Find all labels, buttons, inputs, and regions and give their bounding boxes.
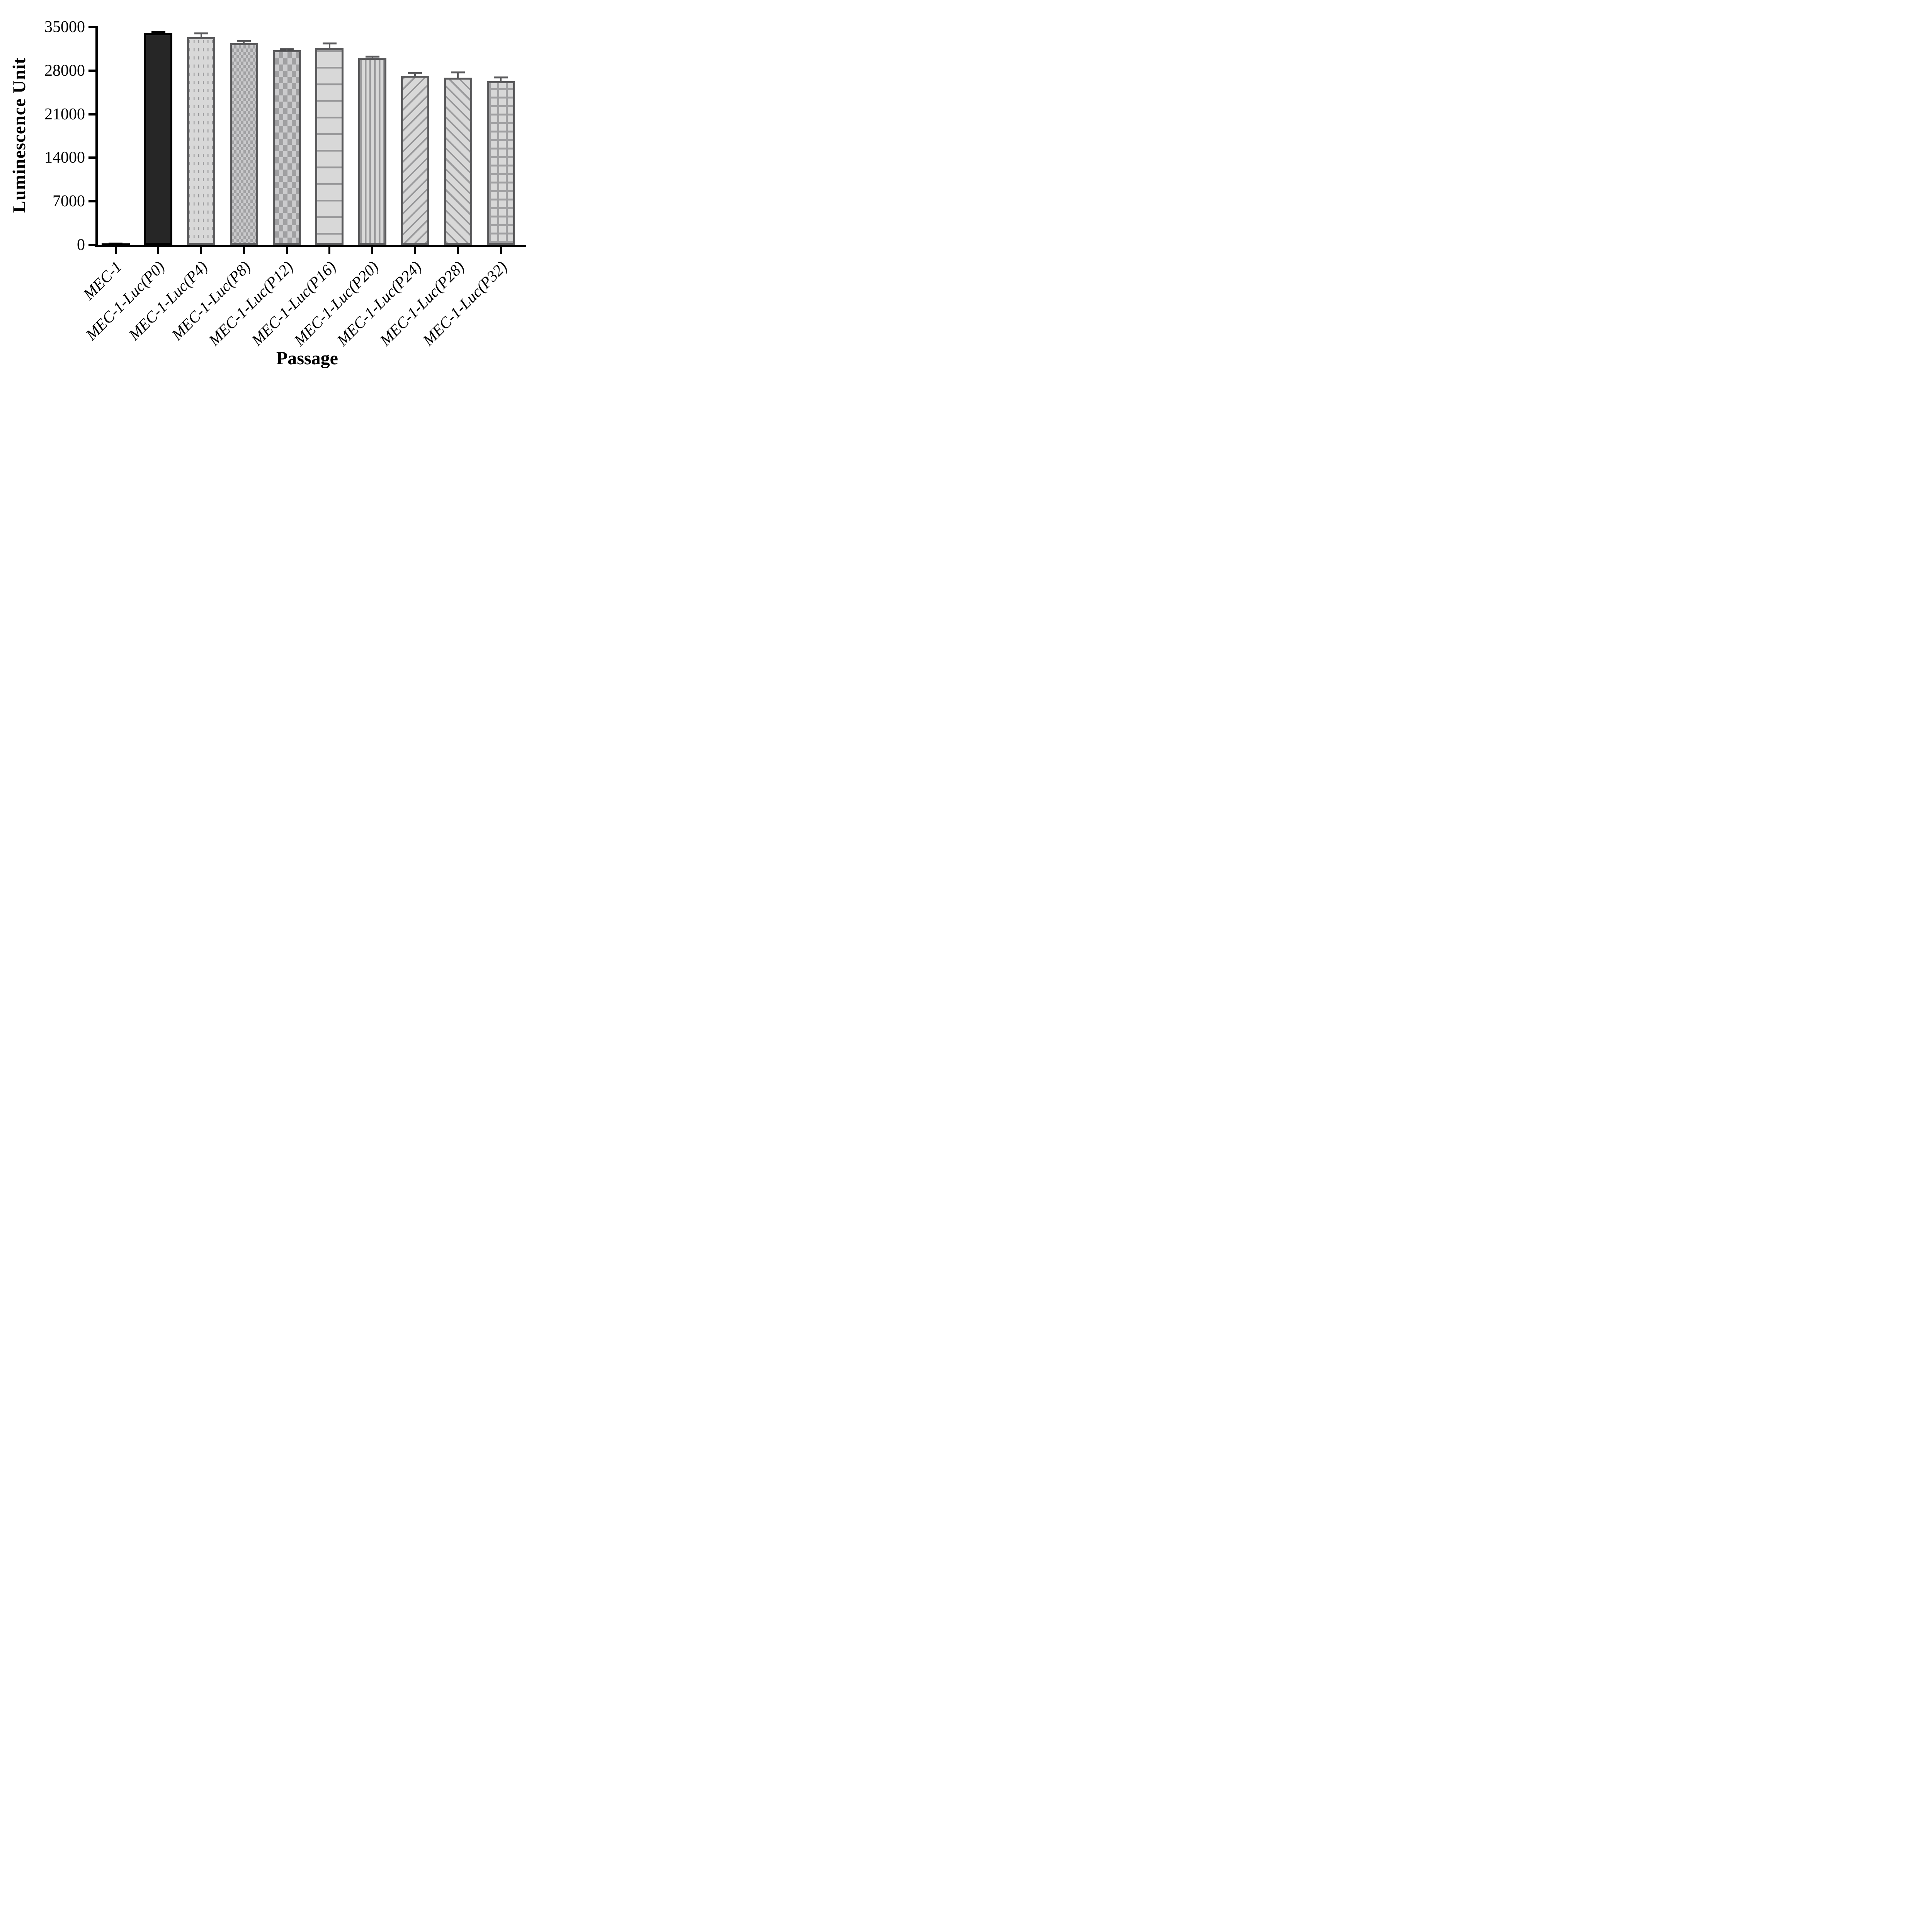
x-tick [414,247,416,254]
y-tick [88,26,96,28]
bar-MEC-1-Luc(P12) [272,50,301,245]
error-bar-stem [457,73,459,79]
x-tick [457,247,459,254]
error-bar-cap [365,56,379,58]
bar-MEC-1 [101,243,130,245]
x-tick [328,247,331,254]
y-tick [88,244,96,246]
bar-MEC-1-Luc(P0) [144,33,173,245]
bar-chart: Luminescence Unit 0 7000 14000 21000 28000 35… [0,0,551,385]
x-tick [371,247,374,254]
x-tick [500,247,502,254]
y-tick [88,200,96,203]
bar-MEC-1-Luc(P8) [230,43,258,245]
x-axis-title: Passage [276,348,338,369]
y-tick-label: 28000 [44,61,85,80]
y-tick-label: 0 [77,236,85,254]
bar-MEC-1-Luc(P16) [315,48,344,245]
error-bar-cap [280,48,294,50]
bar-MEC-1-Luc(P4) [187,37,216,245]
x-tick [157,247,160,254]
error-bar-cap [237,40,251,42]
y-tick [88,113,96,116]
error-bar-stem [414,74,416,77]
y-tick [88,156,96,159]
error-bar-stem [328,44,330,49]
error-bar-stem [200,34,202,38]
error-bar-stem [243,42,245,44]
y-tick-label: 21000 [44,105,85,123]
error-bar-stem [500,78,502,83]
x-tick [243,247,245,254]
bar-MEC-1-Luc(P20) [358,58,387,245]
y-tick [88,69,96,72]
error-bar-cap [494,76,508,79]
bar-MEC-1-Luc(P28) [444,77,472,245]
bar-MEC-1-Luc(P32) [486,81,515,245]
x-axis-line [95,245,526,247]
bar-MEC-1-Luc(P24) [401,75,429,245]
y-tick-label: 7000 [53,192,85,211]
error-bar-cap [151,31,165,33]
error-bar-cap [451,71,465,73]
y-tick-label: 35000 [44,18,85,36]
x-tick [200,247,202,254]
y-axis-line [95,26,98,247]
y-axis-title: Luminescence Unit [9,57,29,213]
x-tick [114,247,117,254]
error-bar-cap [322,42,337,45]
y-tick-label: 14000 [44,149,85,167]
x-tick [286,247,288,254]
error-bar-cap [194,32,208,34]
error-bar-cap [408,72,422,74]
